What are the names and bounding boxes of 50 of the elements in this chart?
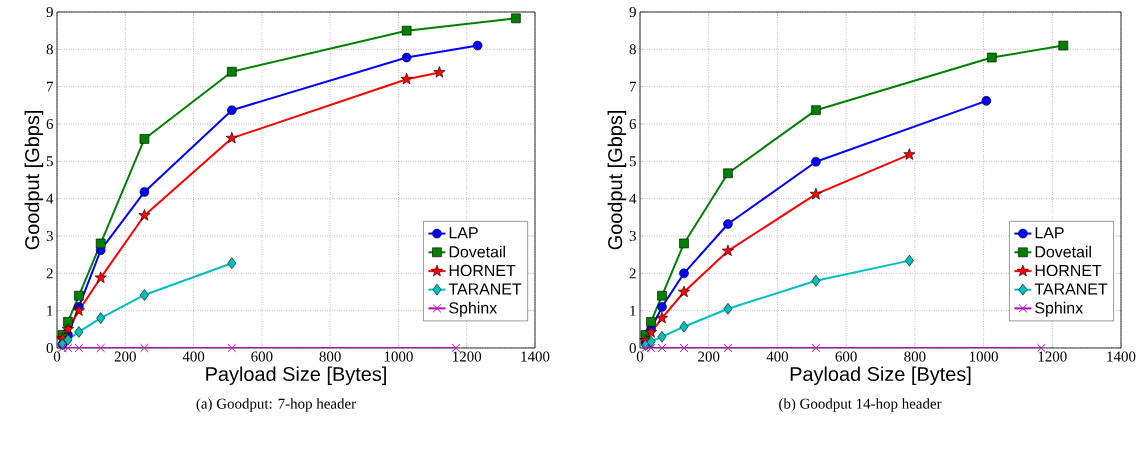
y-tick-label: 1 — [630, 305, 636, 316]
y-tick-label: 5 — [629, 156, 636, 167]
y-tick-label: 2 — [629, 268, 636, 279]
legend-label: LAP — [449, 227, 478, 239]
x-axis-title: Payload Size [Bytes] — [790, 366, 971, 386]
y-tick-label: 0 — [629, 342, 636, 354]
y-axis-title: Goodput [Gbps] — [24, 111, 44, 250]
legend-label: TARANET — [448, 283, 522, 295]
y-tick-label: 4 — [629, 193, 637, 204]
y-tick-label: 6 — [46, 118, 54, 129]
y-axis-title: Goodput [Gbps] — [607, 111, 627, 250]
x-tick-label: 800 — [904, 351, 926, 362]
text: (b) Goodput 14-hop header — [779, 398, 942, 412]
y-tick-label: 9 — [629, 6, 636, 18]
text: (a) Goodput: 7-hop header — [196, 398, 356, 412]
x-tick-label: 200 — [698, 351, 720, 362]
y-tick-label: 3 — [629, 230, 636, 241]
legend-label: LAP — [1035, 227, 1064, 239]
y-tick-label: 2 — [46, 268, 53, 279]
y-tick-label: 0 — [46, 342, 53, 354]
x-tick-label: 1400 — [1107, 351, 1136, 362]
legend-label: Sphinx — [449, 301, 497, 317]
y-tick-label: 8 — [629, 44, 636, 55]
y-tick-label: 9 — [46, 6, 53, 18]
legend-label: Sphinx — [1035, 301, 1083, 317]
legend-label: HORNET — [449, 264, 516, 277]
x-axis-title: Payload Size [Bytes] — [206, 366, 386, 386]
x-tick-label: 400 — [182, 351, 205, 362]
y-tick-label: 6 — [629, 118, 637, 129]
y-tick-label: 4 — [46, 193, 54, 204]
legend-label: Dovetail — [1035, 245, 1091, 258]
x-tick-label: 600 — [251, 351, 273, 362]
legend-label: Dovetail — [449, 245, 505, 258]
y-tick-label: 3 — [46, 230, 53, 241]
x-tick-label: 1000 — [969, 351, 998, 362]
y-tick-label: 8 — [46, 44, 53, 55]
x-tick-label: 400 — [766, 351, 789, 362]
x-tick-label: 600 — [835, 351, 857, 362]
x-tick-label: 1200 — [1038, 351, 1067, 362]
y-tick-label: 5 — [46, 156, 53, 167]
x-tick-label: 1000 — [384, 351, 413, 362]
x-tick-label: 1400 — [521, 351, 550, 362]
x-tick-label: 200 — [114, 351, 136, 362]
x-tick-label: 800 — [319, 351, 341, 362]
y-tick-label: 7 — [630, 81, 637, 92]
y-tick-label: 7 — [47, 81, 54, 92]
y-tick-label: 1 — [47, 305, 53, 316]
legend-label: TARANET — [1034, 283, 1108, 295]
x-tick-label: 1200 — [453, 351, 482, 362]
legend-label: HORNET — [1035, 264, 1102, 277]
